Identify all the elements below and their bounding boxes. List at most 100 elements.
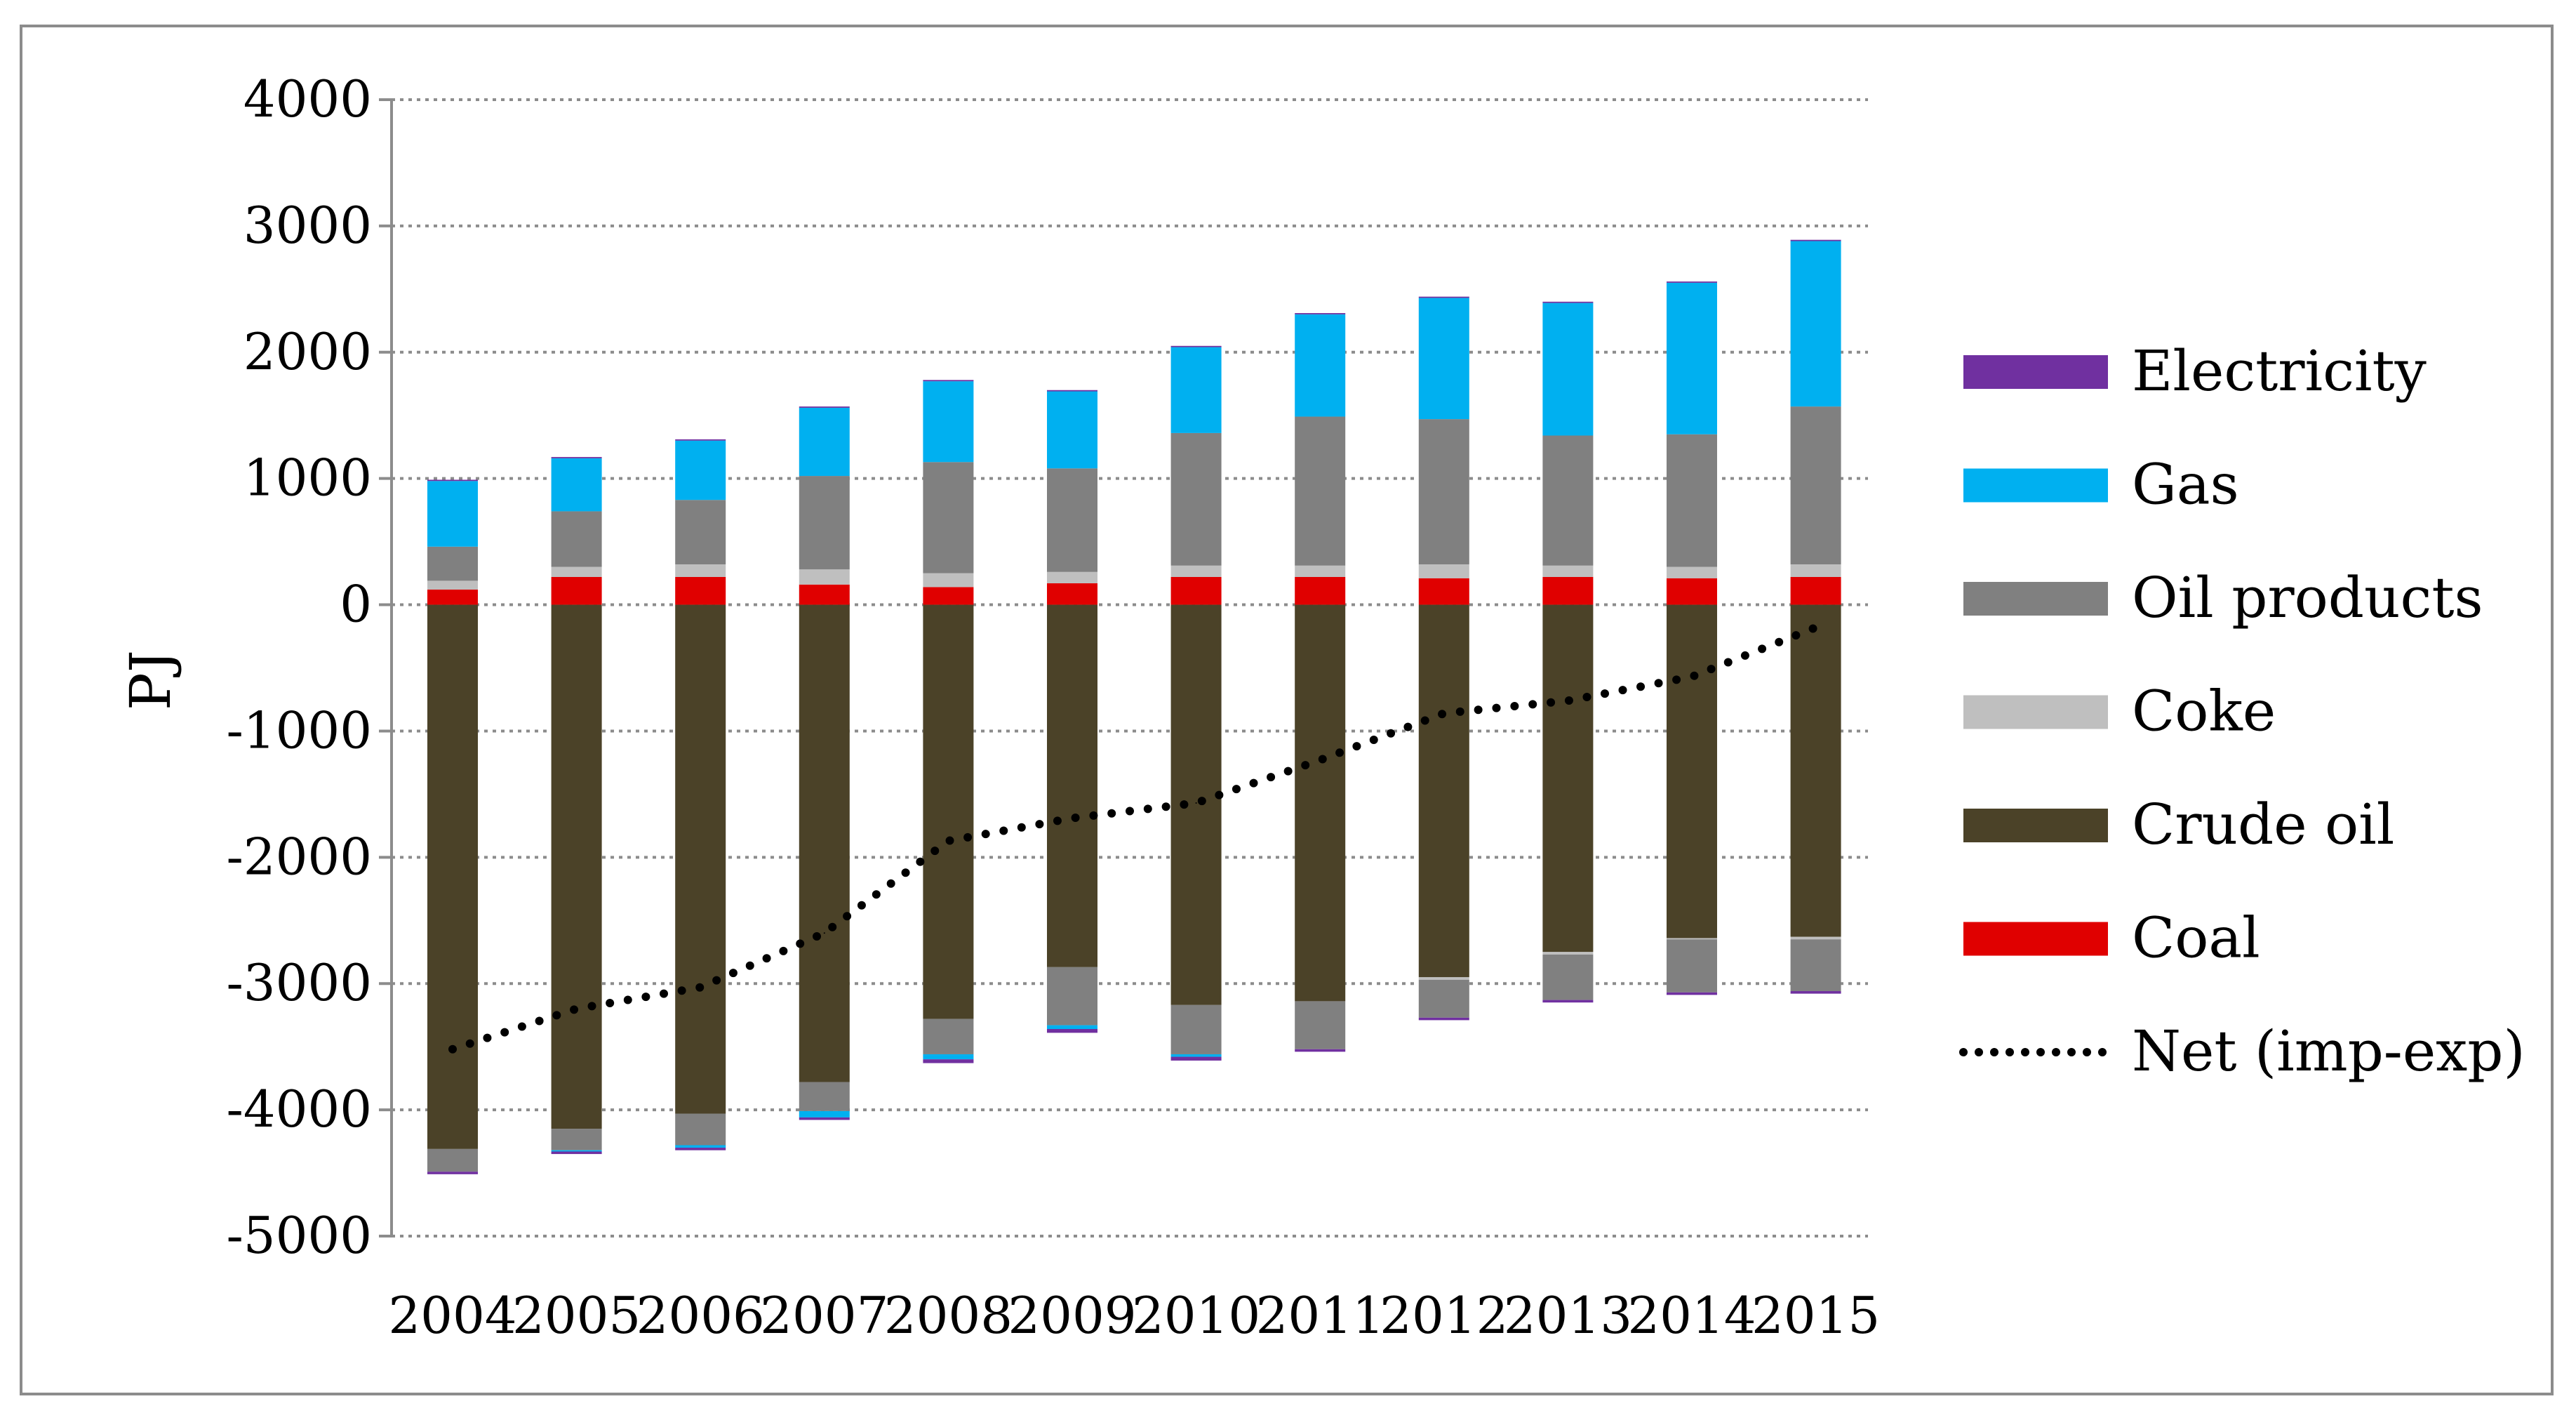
bar-electricity-2015: [1790, 239, 1841, 241]
legend-swatch-coal: [1963, 922, 2108, 956]
bar-electricity-2004: [427, 479, 478, 482]
bar-coke-2014: [1667, 566, 1717, 578]
bar-crude-oil-2010: [1170, 604, 1222, 1005]
x-tick-label: 2006: [636, 1286, 765, 1345]
bar-coal-2005: [551, 576, 602, 605]
bar-electricity-2011: [1295, 1049, 1346, 1052]
gridlines: [379, 98, 1868, 1237]
bar-electricity-2014: [1667, 281, 1717, 283]
net-point-2005: [575, 1008, 578, 1010]
x-tick-label: 2009: [1008, 1286, 1136, 1345]
bar-gas-2006: [675, 1145, 726, 1148]
bar-coal-2010: [1170, 576, 1222, 605]
bar-electricity-2007: [799, 406, 850, 408]
bar-coke-2005: [551, 566, 602, 577]
legend-swatch-crude-oil: [1963, 809, 2108, 842]
y-tick-label: 3000: [243, 196, 372, 255]
bar-electricity-2009: [1047, 390, 1097, 392]
y-tick-label: -2000: [226, 827, 372, 886]
legend: Electricity Gas Oil products Coke Crude oil C…: [1959, 338, 2525, 1084]
bar-coke-2011: [1295, 565, 1346, 577]
y-tick-label: 2000: [243, 322, 372, 381]
bar-coke-2013: [1542, 952, 1594, 955]
x-tick-label: 2005: [512, 1286, 641, 1345]
y-tick-label: -4000: [226, 1080, 372, 1139]
x-tick-label: 2008: [884, 1286, 1013, 1345]
bar-coke-2004: [427, 580, 478, 590]
bar-electricity-2011: [1295, 313, 1346, 314]
bar-oil-products-2013: [1542, 435, 1594, 566]
bar-oil-products-2004: [427, 1148, 478, 1172]
net-point-2014: [1691, 676, 1693, 678]
bar-oil-products-2005: [551, 511, 602, 567]
legend-label-coal: Coal: [2132, 905, 2260, 971]
legend-swatch-oil-products: [1963, 582, 2108, 616]
bar-electricity-2008: [923, 380, 974, 382]
bar-gas-2015: [1790, 241, 1841, 407]
y-tick-label: -5000: [226, 1206, 372, 1265]
y-axis-title: PJ: [118, 650, 183, 710]
bar-coal-2006: [675, 576, 726, 605]
bar-electricity-2009: [1047, 1028, 1097, 1033]
bar-oil-products-2012: [1418, 979, 1469, 1018]
bar-oil-products-2007: [799, 476, 850, 570]
bar-coke-2015: [1790, 564, 1841, 577]
bar-coal-2008: [923, 587, 974, 605]
y-tick-label: -3000: [226, 953, 372, 1012]
bar-coke-2015: [1790, 936, 1841, 940]
legend-label-coke: Coke: [2132, 679, 2276, 744]
x-tick-label: 2012: [1380, 1286, 1508, 1345]
bar-electricity-2005: [551, 457, 602, 458]
bar-electricity-2007: [799, 1117, 850, 1120]
bar-oil-products-2014: [1667, 434, 1717, 567]
bar-oil-products-2009: [1047, 468, 1097, 572]
x-tick-label: 2007: [760, 1286, 888, 1345]
legend-label-net-imp-exp: Net (imp-exp): [2132, 1018, 2525, 1084]
net-point-2013: [1567, 700, 1569, 702]
bar-crude-oil-2013: [1542, 604, 1594, 953]
bar-electricity-2010: [1170, 345, 1222, 347]
bar-crude-oil-2012: [1418, 604, 1469, 978]
bar-coal-2014: [1667, 578, 1717, 605]
bar-electricity-2004: [427, 1172, 478, 1174]
x-tick-label: 2004: [388, 1286, 516, 1345]
legend-label-oil-products: Oil products: [2132, 565, 2483, 630]
bar-gas-2010: [1170, 347, 1222, 433]
y-tick-label: 0: [340, 575, 372, 634]
bar-oil-products-2006: [675, 1113, 726, 1146]
net-line: [448, 623, 1820, 1054]
net-point-2012: [1443, 712, 1445, 715]
bar-coke-2008: [923, 573, 974, 588]
y-tick-label: 1000: [243, 449, 372, 507]
x-tick-label: 2010: [1132, 1286, 1260, 1345]
bar-electricity-2008: [923, 1059, 974, 1063]
bar-electricity-2005: [551, 1151, 602, 1155]
bar-electricity-2006: [675, 1148, 726, 1150]
bar-oil-products-2008: [923, 1018, 974, 1054]
bar-crude-oil-2006: [675, 604, 726, 1114]
legend-label-gas: Gas: [2132, 452, 2239, 517]
bar-gas-2009: [1047, 391, 1097, 469]
x-tick-label: 2011: [1256, 1286, 1384, 1345]
bar-gas-2009: [1047, 1025, 1097, 1029]
bar-crude-oil-2009: [1047, 604, 1097, 967]
bar-oil-products-2014: [1667, 939, 1717, 993]
bar-gas-2005: [551, 458, 602, 512]
legend-swatch-gas: [1963, 468, 2108, 503]
bar-coal-2007: [799, 584, 850, 605]
bar-crude-oil-2015: [1790, 604, 1841, 937]
bar-crude-oil-2011: [1295, 604, 1346, 1002]
bar-gas-2008: [923, 381, 974, 463]
bar-crude-oil-2004: [427, 604, 478, 1149]
bar-electricity-2012: [1418, 296, 1469, 298]
legend-swatch-electricity: [1963, 355, 2108, 389]
bar-electricity-2010: [1170, 1056, 1222, 1061]
bar-oil-products-2004: [427, 546, 478, 581]
bar-gas-2004: [427, 481, 478, 547]
bar-gas-2007: [799, 407, 850, 477]
net-point-2007: [823, 932, 825, 934]
bar-oil-products-2015: [1790, 939, 1841, 992]
bar-oil-products-2008: [923, 462, 974, 573]
bar-oil-products-2011: [1295, 1001, 1346, 1049]
bar-oil-products-2010: [1170, 1004, 1222, 1054]
